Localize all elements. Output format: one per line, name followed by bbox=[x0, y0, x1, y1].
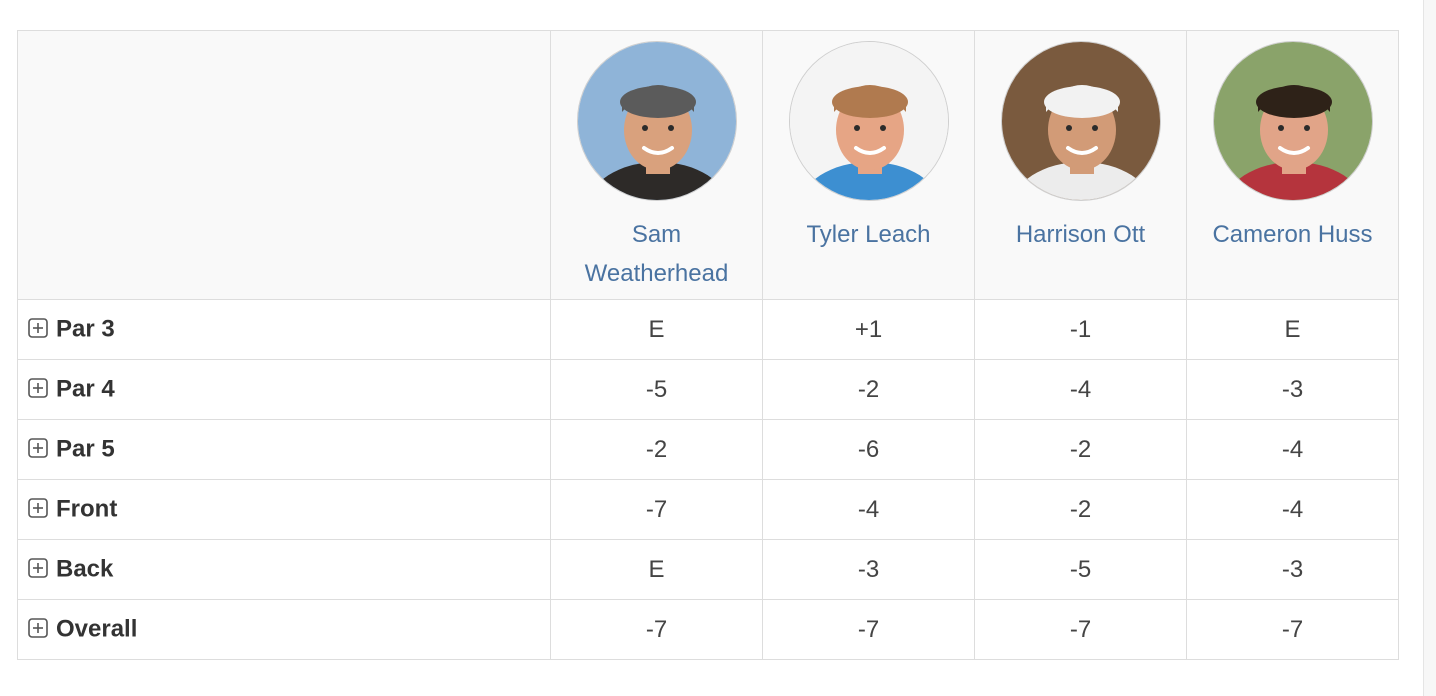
player-photo-avatar[interactable] bbox=[1000, 41, 1161, 201]
row-label-cell: Overall bbox=[17, 599, 551, 660]
row-label-cell: Par 3 bbox=[17, 299, 551, 360]
table-row: Back E -3 -5 -3 bbox=[17, 539, 1399, 600]
score-cell: -4 bbox=[1186, 479, 1399, 540]
expand-plus-icon[interactable] bbox=[28, 378, 48, 398]
score-cell: E bbox=[1186, 299, 1399, 360]
score-cell: -5 bbox=[974, 539, 1187, 600]
player-photo-avatar[interactable] bbox=[788, 41, 949, 201]
score-cell: -2 bbox=[974, 479, 1187, 540]
row-label: Par 5 bbox=[56, 435, 115, 463]
expand-plus-icon[interactable] bbox=[28, 558, 48, 578]
row-label-cell: Front bbox=[17, 479, 551, 540]
score-cell: -3 bbox=[762, 539, 975, 600]
score-cell: -4 bbox=[762, 479, 975, 540]
score-cell: -1 bbox=[974, 299, 1187, 360]
expand-plus-icon[interactable] bbox=[28, 438, 48, 458]
score-cell: E bbox=[550, 539, 763, 600]
player-photo-avatar[interactable] bbox=[576, 41, 737, 201]
row-label: Overall bbox=[56, 615, 138, 643]
score-cell: -2 bbox=[550, 419, 763, 480]
table-row: Par 4 -5 -2 -4 -3 bbox=[17, 359, 1399, 420]
row-label: Back bbox=[56, 555, 114, 583]
row-label: Par 4 bbox=[56, 375, 115, 403]
page-edge-panel bbox=[1423, 0, 1436, 696]
score-cell: -3 bbox=[1186, 539, 1399, 600]
expand-plus-icon[interactable] bbox=[28, 618, 48, 638]
row-label-cell: Par 5 bbox=[17, 419, 551, 480]
score-cell: -3 bbox=[1186, 359, 1399, 420]
score-cell: -7 bbox=[550, 599, 763, 660]
player-header: Cameron Huss bbox=[1186, 30, 1399, 300]
score-cell: +1 bbox=[762, 299, 975, 360]
table-row: Front -7 -4 -2 -4 bbox=[17, 479, 1399, 540]
score-cell: -7 bbox=[762, 599, 975, 660]
score-cell: -4 bbox=[974, 359, 1187, 420]
player-name-link[interactable]: Harrison Ott bbox=[1015, 221, 1146, 248]
player-header: Sam Weatherhead bbox=[550, 30, 763, 300]
score-cell: -2 bbox=[762, 359, 975, 420]
player-photo-avatar[interactable] bbox=[1212, 41, 1373, 201]
table-body: Par 3 E +1 -1 E Par 4 -5 -2 -4 -3 Par 5 -2 -6 -2 -4 Fro… bbox=[17, 299, 1399, 660]
expand-plus-icon[interactable] bbox=[28, 498, 48, 518]
table-row: Overall -7 -7 -7 -7 bbox=[17, 599, 1399, 660]
score-cell: -7 bbox=[974, 599, 1187, 660]
player-header: Tyler Leach bbox=[762, 30, 975, 300]
row-label-cell: Par 4 bbox=[17, 359, 551, 420]
player-name-link[interactable]: Tyler Leach bbox=[806, 221, 931, 248]
player-comparison-table: Sam Weatherhead Tyler Leach Harrison Ott… bbox=[17, 30, 1399, 660]
score-cell: -7 bbox=[1186, 599, 1399, 660]
table-row: Par 3 E +1 -1 E bbox=[17, 299, 1399, 360]
score-cell: -2 bbox=[974, 419, 1187, 480]
player-name-link[interactable]: Cameron Huss bbox=[1212, 221, 1373, 248]
row-label: Front bbox=[56, 495, 118, 523]
row-label: Par 3 bbox=[56, 315, 115, 343]
table-row: Par 5 -2 -6 -2 -4 bbox=[17, 419, 1399, 480]
score-cell: E bbox=[550, 299, 763, 360]
score-cell: -4 bbox=[1186, 419, 1399, 480]
player-header: Harrison Ott bbox=[974, 30, 1187, 300]
score-cell: -5 bbox=[550, 359, 763, 420]
score-cell: -6 bbox=[762, 419, 975, 480]
table-header-row: Sam Weatherhead Tyler Leach Harrison Ott… bbox=[17, 30, 1399, 300]
header-empty-cell bbox=[17, 30, 551, 300]
player-name-link[interactable]: Sam Weatherhead bbox=[584, 221, 729, 287]
row-label-cell: Back bbox=[17, 539, 551, 600]
score-cell: -7 bbox=[550, 479, 763, 540]
expand-plus-icon[interactable] bbox=[28, 318, 48, 338]
